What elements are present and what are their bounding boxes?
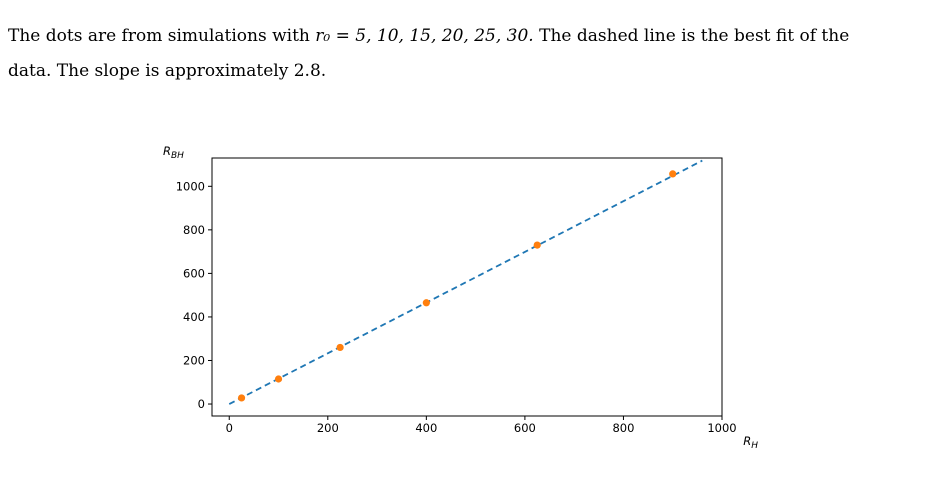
caption-line-1-suffix: The dashed line is the best fit of the [533, 26, 850, 46]
y-tick-label: 600 [183, 266, 205, 280]
y-axis-label: RBH [163, 144, 184, 161]
y-tick-label: 0 [198, 397, 205, 411]
data-point [237, 394, 246, 402]
data-point [274, 375, 283, 383]
x-axis-label: RH [743, 434, 758, 451]
caption-line-1: The dots are from simulations with r₀ = … [8, 17, 938, 55]
data-point [533, 241, 541, 249]
x-tick-label: 0 [226, 421, 233, 435]
data-point [336, 343, 344, 352]
data-point [669, 170, 677, 178]
x-tick-label: 800 [612, 421, 634, 435]
x-tick-label: 600 [514, 421, 536, 435]
caption-math-r0: r₀ = 5, 10, 15, 20, 25, 30. [315, 26, 534, 46]
x-tick-label: 200 [317, 421, 339, 435]
y-tick-label: 400 [183, 310, 205, 324]
x-tick-label: 1000 [707, 421, 736, 435]
fit-line [228, 159, 703, 405]
y-tick-label: 200 [183, 353, 205, 367]
caption-line-2: data. The slope is approximately 2.8. [8, 61, 327, 81]
data-point [422, 299, 430, 307]
y-tick-label: 1000 [176, 179, 205, 193]
y-tick-label: 800 [183, 223, 205, 237]
plot-frame [211, 157, 723, 417]
caption-line-1-prefix: The dots are from simulations with [8, 26, 316, 46]
x-tick-label: 400 [415, 421, 437, 435]
